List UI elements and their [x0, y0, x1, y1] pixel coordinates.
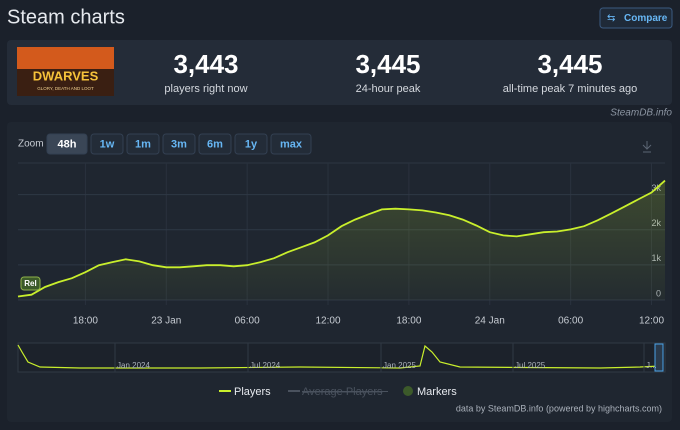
navigator-label: Jul 2025 [515, 361, 546, 370]
navigator-label: J... [646, 361, 657, 370]
stats: 3,443 players right now 3,445 24-hour peak 3… [164, 49, 637, 95]
download-icon[interactable] [642, 141, 652, 153]
x-tick-label: 24 Jan [475, 316, 505, 327]
area [18, 180, 665, 300]
zoom-button[interactable] [198, 133, 232, 155]
compare-icon: ⇆ [607, 13, 615, 24]
compare-label[interactable]: Compare [624, 13, 668, 24]
stat-label: 24-hour peak [356, 83, 421, 95]
stat-value: 3,445 [537, 49, 602, 79]
zoom-option[interactable]: 3m [171, 138, 187, 150]
logo-text: DWARVES [33, 68, 99, 83]
credits: data by SteamDB.info (powered by highcha… [456, 403, 662, 413]
x-tick-label: 18:00 [396, 316, 421, 327]
zoom-button[interactable] [126, 133, 160, 155]
page-title: Steam charts [7, 6, 125, 28]
marker-flag[interactable] [20, 276, 41, 291]
x-tick-label: 06:00 [235, 316, 260, 327]
legend-label[interactable]: Markers [417, 386, 457, 398]
stat-label: all-time peak 7 minutes ago [503, 83, 638, 95]
zoom-option[interactable]: 1m [135, 138, 151, 150]
navigator-label: Jan 2024 [117, 361, 150, 370]
zoom-option[interactable]: 1w [100, 138, 115, 150]
source: SteamDB.info [610, 108, 672, 119]
line [17, 179, 666, 298]
zoom-button[interactable] [162, 133, 196, 155]
zoom-option[interactable]: 6m [207, 138, 223, 150]
zoom-button[interactable] [90, 133, 124, 155]
navigator-line [17, 344, 661, 369]
zoom-option[interactable]: 1y [245, 138, 258, 150]
navigator-handle[interactable] [654, 343, 664, 372]
x-tick-label: 12:00 [639, 316, 664, 327]
legend-label[interactable]: Players [234, 386, 271, 398]
stats-panel [7, 40, 672, 105]
zoom-button[interactable] [46, 133, 88, 155]
legend-swatch [403, 386, 413, 396]
navigator-label: Jul 2024 [250, 361, 281, 370]
x-tick-label: 18:00 [73, 316, 98, 327]
x-tick-label: 23 Jan [151, 316, 181, 327]
x-tick-label: 12:00 [316, 316, 341, 327]
stat-value: 3,445 [355, 49, 420, 79]
navigator-labels: Jan 2024 Jul 2024 Jan 2025 Jul 2025 J... [114, 343, 657, 372]
zoom-label: Zoom [18, 139, 44, 150]
logo-sky [17, 47, 114, 69]
stat-value: 3,443 [173, 49, 238, 79]
stat-label: players right now [164, 83, 247, 95]
marker-label[interactable]: Rel [24, 279, 36, 288]
zoom-buttons: 48h 1w 1m 3m 6m 1y max [46, 133, 312, 155]
zoom-button[interactable] [270, 133, 312, 155]
legend: Players Average Players Markers [219, 386, 457, 398]
zoom-option[interactable]: 48h [58, 138, 77, 150]
zoom-button[interactable] [234, 133, 268, 155]
plot: 18:00 23 Jan 06:00 12:00 18:00 24 Jan 06:00 12:… [17, 162, 666, 327]
zoom-option[interactable]: max [280, 138, 303, 150]
x-tick-label: 06:00 [558, 316, 583, 327]
logo-tagline: GLORY, DEATH AND LOOT [37, 86, 94, 91]
navigator-label: Jan 2025 [383, 361, 416, 370]
compare-button[interactable] [599, 7, 673, 29]
